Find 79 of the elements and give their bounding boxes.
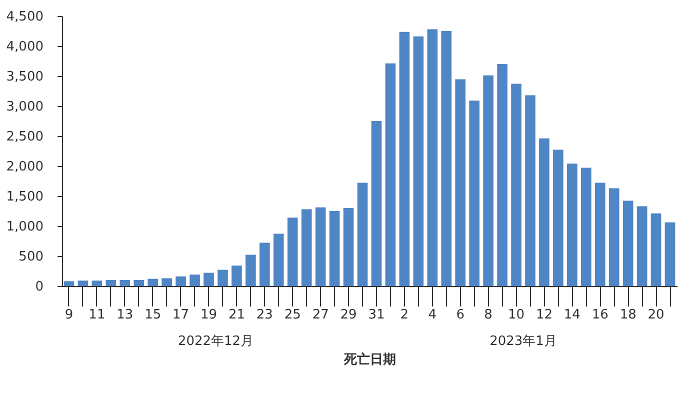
bar — [455, 79, 466, 286]
x-tick-label: 15 — [144, 308, 162, 322]
bar — [134, 280, 144, 286]
x-tick-label: 2 — [400, 308, 409, 322]
x-tick-label: 9 — [64, 308, 74, 322]
x-tick-label: 10 — [508, 308, 525, 322]
bar — [427, 29, 438, 286]
bar — [497, 64, 508, 286]
y-tick-label: 2,500 — [6, 130, 44, 144]
bar — [525, 95, 536, 286]
bar — [246, 254, 256, 286]
bar — [148, 278, 158, 286]
x-tick-label: 31 — [368, 308, 385, 322]
x-tick-label: 14 — [564, 308, 580, 322]
x-tick-label: 21 — [228, 308, 245, 322]
bar — [553, 150, 564, 286]
x-tick-label: 27 — [312, 308, 329, 322]
bar — [580, 168, 592, 286]
y-tick-label: 1,000 — [6, 220, 44, 234]
bar — [622, 200, 634, 286]
bar — [399, 32, 410, 286]
bar — [594, 182, 606, 286]
y-tick-label: 2,000 — [6, 160, 44, 174]
x-tick-label: 18 — [620, 308, 636, 322]
bar — [343, 208, 354, 286]
y-tick-label: 4,000 — [6, 40, 44, 54]
bar — [162, 278, 172, 286]
bar — [636, 206, 648, 286]
bar — [176, 276, 186, 286]
bar — [413, 36, 424, 286]
bar — [78, 280, 88, 286]
bar — [92, 280, 102, 286]
x-tick-label: 17 — [172, 308, 190, 322]
x-tick-label: 29 — [340, 308, 357, 322]
bar — [315, 207, 326, 286]
bar — [483, 75, 494, 286]
x-tick-label: 20 — [648, 308, 664, 322]
bar — [287, 218, 298, 286]
bar — [232, 266, 242, 286]
bar — [357, 182, 368, 286]
x-tick-label: 4 — [428, 308, 437, 322]
bar — [539, 138, 550, 286]
x-tick-label: 12 — [536, 308, 552, 322]
bar — [567, 164, 578, 286]
text: 2023年1月 — [490, 334, 557, 349]
bar — [385, 63, 396, 286]
bar — [260, 242, 270, 286]
bar — [120, 280, 130, 286]
x-tick-label: 8 — [484, 308, 492, 322]
x-tick-label: 16 — [592, 308, 608, 322]
x-tick-label: 6 — [456, 308, 464, 322]
bar — [190, 274, 200, 286]
bar — [273, 234, 284, 286]
x-tick-label: 23 — [256, 308, 273, 322]
bar — [329, 211, 340, 286]
y-tick-label: 500 — [18, 250, 44, 264]
x-tick-label: 11 — [88, 308, 106, 322]
bar — [441, 31, 452, 286]
x-tick-label: 25 — [284, 308, 301, 322]
y-tick-label: 4,500 — [6, 10, 44, 24]
y-tick-label: 1,500 — [6, 190, 44, 204]
bar — [64, 281, 74, 286]
bar — [218, 270, 228, 286]
bar — [371, 121, 382, 286]
bar — [664, 222, 676, 286]
y-tick-label: 3,000 — [6, 100, 44, 114]
y-tick-label: 0 — [35, 280, 44, 294]
bar — [106, 280, 116, 286]
bar — [608, 188, 620, 286]
bar — [511, 84, 522, 286]
x-tick-label: 19 — [200, 308, 218, 322]
bar — [204, 272, 214, 286]
bar — [650, 213, 662, 286]
y-tick-label: 3,500 — [6, 70, 44, 84]
x-axis-title: 死亡日期 — [343, 352, 396, 368]
x-tick-label: 13 — [116, 308, 134, 322]
bar — [301, 209, 312, 286]
text: 2022年12月 — [178, 334, 254, 349]
bar — [469, 100, 480, 286]
